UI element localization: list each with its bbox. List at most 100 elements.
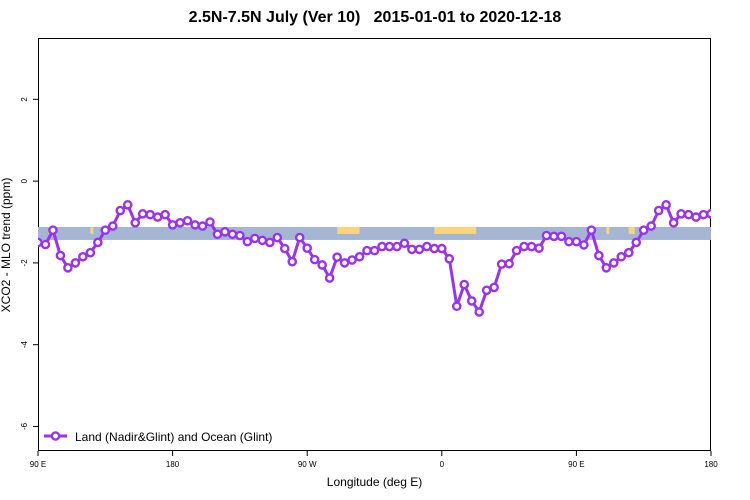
data-point: [78, 251, 88, 262]
data-point: [122, 200, 133, 210]
data-point: [564, 236, 574, 247]
land-segment: [606, 226, 610, 234]
y-tick-label: -6: [20, 422, 29, 430]
data-point: [601, 263, 612, 273]
data-point: [653, 205, 664, 216]
data-point: [235, 230, 245, 241]
data-point: [272, 232, 283, 243]
data-point: [182, 215, 193, 226]
data-point: [668, 218, 679, 228]
data-point: [556, 231, 567, 242]
data-point: [354, 251, 365, 262]
data-point: [324, 273, 335, 283]
data-point: [152, 212, 163, 222]
data-point: [279, 243, 290, 254]
data-point: [429, 243, 440, 254]
x-tick-label: 90 W: [298, 460, 317, 469]
data-point: [369, 245, 380, 256]
data-point: [474, 307, 484, 317]
data-point: [646, 221, 656, 231]
data-point: [459, 279, 470, 290]
data-point: [55, 250, 66, 261]
data-point: [85, 247, 96, 258]
data-point: [661, 200, 671, 210]
data-point: [145, 209, 155, 220]
data-point: [384, 241, 395, 252]
data-point: [332, 252, 342, 262]
data-point: [541, 230, 552, 241]
data-point: [399, 238, 410, 249]
data-point: [698, 209, 709, 220]
data-point: [167, 220, 178, 230]
data-point: [160, 209, 170, 220]
data-point: [489, 282, 499, 293]
x-tick-label: 90 E: [30, 460, 46, 469]
data-point: [317, 260, 327, 270]
land-segment: [434, 226, 477, 234]
data-point: [377, 241, 387, 252]
ocean-strip: [38, 226, 711, 240]
data-point: [616, 251, 627, 262]
data-point: [676, 209, 686, 219]
data-point: [137, 209, 148, 219]
data-point: [70, 258, 81, 268]
x-tick-label: 90 E: [568, 460, 584, 469]
data-point: [534, 243, 544, 253]
x-tick-label: 180: [166, 460, 180, 469]
data-point: [100, 225, 111, 235]
data-point: [608, 258, 619, 268]
data-point: [227, 229, 238, 240]
x-tick-label: 180: [704, 460, 718, 469]
data-point: [392, 241, 402, 252]
data-point: [706, 209, 711, 219]
data-point: [257, 235, 268, 246]
data-point: [220, 227, 230, 237]
data-point: [38, 237, 43, 248]
data-point: [265, 237, 275, 248]
y-tick-label: -4: [20, 341, 29, 349]
data-point: [638, 225, 649, 235]
data-point: [190, 220, 200, 230]
data-point: [571, 236, 582, 247]
y-tick-label: -2: [20, 259, 29, 267]
data-point: [362, 245, 372, 256]
data-point: [422, 241, 432, 252]
data-point: [40, 239, 51, 250]
y-tick-label: 2: [20, 97, 29, 102]
data-point: [63, 263, 73, 273]
data-point: [526, 241, 537, 252]
data-point: [481, 285, 492, 296]
data-point: [212, 229, 223, 240]
data-point: [519, 241, 529, 252]
data-point: [197, 221, 208, 231]
data-point: [242, 236, 253, 247]
x-tick-label: 0: [440, 460, 445, 469]
data-point: [511, 245, 522, 256]
data-point: [302, 243, 313, 253]
y-axis-label: XCO2 - MLO trend (ppm): [0, 177, 13, 313]
data-point: [309, 254, 320, 265]
land-segment: [337, 226, 360, 234]
data-point: [549, 231, 559, 242]
data-point: [287, 256, 298, 267]
data-point: [93, 237, 103, 248]
data-point: [250, 233, 260, 244]
data-point: [451, 301, 462, 312]
data-point: [414, 244, 425, 255]
data-point: [115, 205, 126, 216]
legend-marker-symbol: [50, 431, 61, 441]
data-point: [623, 247, 634, 258]
data-point: [436, 243, 447, 254]
data-point: [631, 237, 642, 248]
plot-frame: [38, 38, 711, 451]
data-point: [444, 254, 455, 264]
data-point: [407, 244, 417, 255]
data-point: [586, 225, 597, 235]
data-point: [496, 259, 507, 269]
data-point: [294, 232, 305, 243]
data-point: [175, 218, 185, 228]
data-point: [691, 212, 701, 222]
data-point: [504, 258, 514, 269]
data-point: [579, 240, 589, 250]
